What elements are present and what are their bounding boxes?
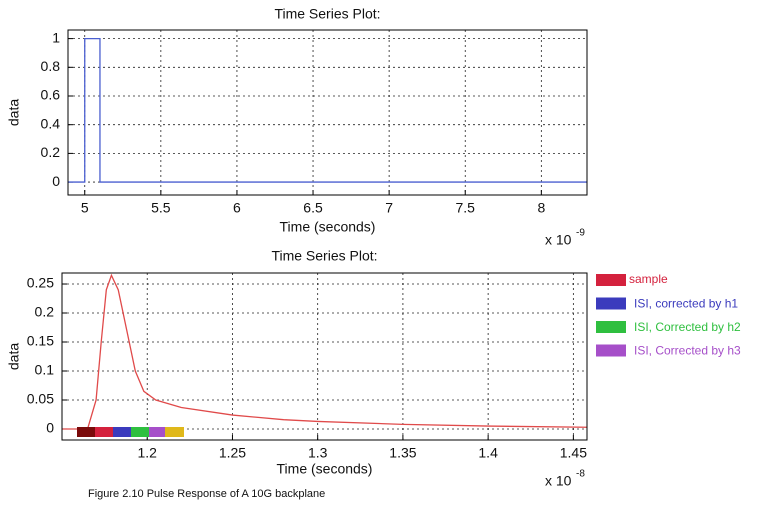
plot-frame [67, 29, 588, 196]
y-tick-label: 0.8 [41, 58, 61, 74]
y-tick-label: 0.4 [41, 115, 61, 131]
x-multiplier: x 10 [545, 473, 572, 489]
x-axis-label: Time (seconds) [277, 461, 373, 477]
legend-swatch [596, 297, 626, 310]
caption: Figure 2.10 Pulse Response of A 10G back… [88, 488, 325, 500]
x-tick-label: 1.4 [478, 445, 498, 461]
x-multiplier-exponent: -9 [576, 228, 585, 239]
x-axis-label: Time (seconds) [280, 219, 376, 235]
x-tick-label: 5.5 [151, 200, 171, 216]
chart-title: Time Series Plot: [274, 6, 380, 22]
y-tick-label: 0.05 [27, 391, 54, 407]
y-tick-label: 0.6 [41, 87, 61, 103]
y-axis-label: data [6, 99, 22, 126]
strip [77, 427, 95, 437]
y-tick-label: 0 [46, 420, 54, 436]
legend-label: ISI, corrected by h1 [634, 297, 738, 311]
legend-label: ISI, Corrected by h2 [634, 320, 741, 334]
y-tick-label: 0.25 [27, 275, 54, 291]
x-tick-label: 1.25 [219, 445, 246, 461]
y-tick-label: 0.1 [35, 362, 55, 378]
x-tick-label: 7 [385, 200, 393, 216]
line-series [62, 273, 588, 430]
x-tick-label: 1.3 [308, 445, 328, 461]
y-axis-label: data [6, 343, 22, 370]
legend-swatch [596, 274, 626, 286]
y-tick-label: 0 [52, 173, 60, 189]
legend-label: sample [629, 272, 668, 286]
y-tick-label: 1 [52, 29, 60, 45]
x-tick-label: 1.35 [389, 445, 416, 461]
strip [149, 427, 165, 437]
x-tick-label: 6 [233, 200, 241, 216]
x-tick-label: 1.2 [137, 445, 157, 461]
legend-label: ISI, Corrected by h3 [634, 344, 741, 358]
x-multiplier-exponent: -8 [576, 469, 585, 480]
y-tick-label: 0.2 [35, 304, 55, 320]
legend-swatch [596, 321, 626, 333]
y-tick-label: 0.2 [41, 144, 61, 160]
strip [165, 427, 184, 437]
line-series [68, 37, 587, 183]
plot-frame [61, 272, 588, 441]
bar-strip [77, 427, 184, 437]
strip [131, 427, 149, 437]
x-tick-label: 6.5 [303, 200, 323, 216]
x-tick-label: 5 [81, 200, 89, 216]
strip [113, 427, 131, 437]
x-multiplier: x 10 [545, 232, 572, 248]
legend-swatch [596, 344, 626, 357]
strip [95, 427, 113, 437]
x-tick-label: 1.45 [560, 445, 587, 461]
x-tick-label: 8 [537, 200, 545, 216]
chart-title: Time Series Plot: [271, 248, 377, 264]
x-tick-label: 7.5 [456, 200, 476, 216]
y-tick-label: 0.15 [27, 333, 54, 349]
